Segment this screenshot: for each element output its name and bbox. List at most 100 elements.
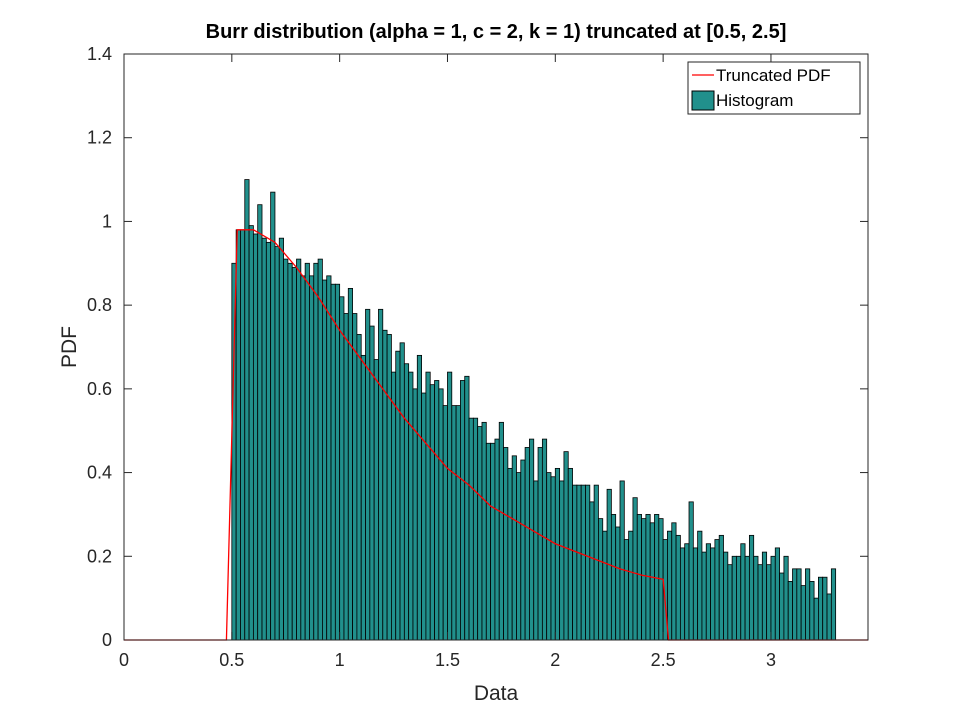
x-tick-label: 1.5	[435, 650, 460, 670]
y-tick-label: 1.4	[87, 44, 112, 64]
legend-label-pdf: Truncated PDF	[716, 66, 831, 85]
histogram-bar	[347, 287, 353, 641]
histogram-bar	[386, 334, 392, 641]
histogram-bar	[481, 421, 487, 641]
histogram-bar	[761, 551, 768, 641]
histogram-bar	[494, 438, 500, 641]
histogram-bar	[701, 551, 707, 641]
plot-frame	[123, 53, 869, 641]
histogram-bar	[783, 555, 789, 641]
histogram-bar	[675, 534, 681, 641]
histogram-bar	[244, 179, 250, 641]
histogram-bar	[434, 380, 440, 641]
histogram-bar	[796, 568, 802, 641]
histogram-bar	[641, 518, 647, 641]
histogram-bar	[546, 472, 552, 641]
histogram-bar	[309, 275, 315, 641]
histogram-bar	[391, 371, 397, 641]
histogram-bar	[813, 597, 819, 641]
histogram-bar	[278, 237, 284, 641]
x-tick-label: 0	[119, 650, 129, 670]
histogram-bar	[822, 576, 828, 641]
histogram-bar	[360, 354, 366, 641]
histogram-bar	[731, 555, 737, 641]
histogram-bar	[615, 526, 621, 641]
histogram-bar	[352, 313, 358, 641]
histogram-bar	[321, 279, 328, 641]
histogram-bar	[248, 225, 254, 641]
histogram-bar	[265, 241, 272, 641]
histogram-bar	[468, 417, 474, 641]
histogram-bar	[593, 484, 599, 641]
histogram-bar	[636, 514, 642, 641]
histogram-bar	[334, 283, 341, 641]
histogram-bar	[421, 392, 427, 641]
histogram-bar	[529, 438, 535, 641]
histogram-bar	[809, 581, 815, 641]
histogram-bar	[774, 547, 780, 641]
histogram-bar	[460, 380, 466, 641]
y-tick-label: 0.4	[87, 463, 112, 483]
histogram-bar	[403, 363, 410, 641]
legend-box	[687, 61, 861, 115]
histogram-bar	[296, 258, 302, 641]
histogram-bar	[714, 539, 720, 641]
legend-bar-swatch	[691, 90, 715, 111]
histogram-bar	[257, 204, 263, 641]
histogram-bar	[818, 576, 824, 641]
histogram-bar	[744, 555, 750, 641]
histogram-bar	[679, 547, 686, 641]
histogram-bar	[373, 359, 379, 641]
y-tick-label: 0	[102, 630, 112, 650]
histogram-bar	[753, 555, 759, 641]
chart-title: Burr distribution (alpha = 1, c = 2, k =…	[206, 21, 787, 43]
histogram-bar	[800, 585, 806, 641]
y-axis-label: PDF	[58, 326, 81, 368]
histogram-bar	[805, 568, 811, 641]
histogram-bar	[770, 555, 776, 641]
histogram-bar	[317, 258, 323, 641]
y-tick-label: 1	[102, 211, 112, 231]
x-axis-label: Data	[474, 682, 519, 705]
histogram-bar	[416, 354, 423, 641]
histogram-bar	[472, 417, 479, 641]
histogram-bar	[520, 459, 526, 641]
histogram-bar	[572, 484, 578, 641]
histogram-bar	[425, 371, 431, 641]
histogram-bar	[451, 405, 457, 641]
histogram-bar	[365, 308, 371, 641]
histogram-bar	[723, 551, 729, 641]
histogram-bar	[270, 191, 276, 641]
histogram-bar	[235, 229, 241, 641]
histogram-bar	[619, 480, 625, 641]
histogram-bar	[710, 547, 716, 641]
histogram-bar	[447, 371, 453, 641]
histogram-bar	[356, 334, 362, 641]
histogram-bar	[408, 371, 414, 641]
x-tick-label: 2	[550, 650, 560, 670]
histogram-bar	[330, 283, 336, 641]
y-tick-label: 1.2	[87, 128, 112, 148]
histogram-bar	[610, 514, 617, 641]
histogram-bar	[339, 296, 345, 641]
histogram-bar	[792, 568, 798, 641]
histogram-bar	[826, 593, 832, 641]
y-axis-ticks: 0 0.2 0.4 0.6 0.8 1 1.2 1.4	[87, 44, 868, 650]
histogram-bar	[705, 543, 711, 641]
histogram-bar	[287, 262, 293, 641]
histogram-bar	[727, 564, 733, 641]
histogram-bar	[559, 480, 565, 641]
histogram-bar	[438, 388, 444, 641]
histogram-bar	[498, 421, 504, 641]
histogram-bar	[395, 350, 401, 641]
histogram-bar	[692, 547, 699, 641]
histogram-bar	[589, 501, 595, 641]
histogram-bar	[554, 467, 561, 641]
y-tick-label: 0.2	[87, 546, 112, 566]
histogram-bar	[490, 442, 496, 641]
histogram-bar	[516, 472, 522, 641]
histogram-bar	[740, 543, 746, 641]
histogram-bar	[563, 451, 569, 641]
